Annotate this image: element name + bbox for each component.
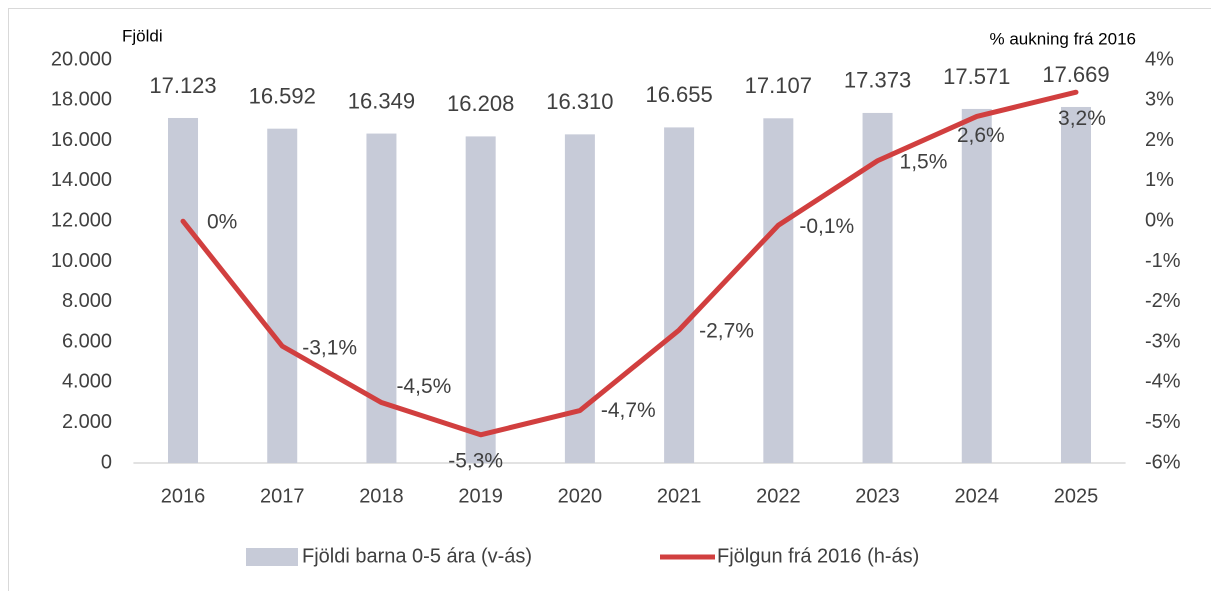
line-value-label: 1,5%	[900, 150, 948, 173]
line-value-label: 2,6%	[957, 124, 1005, 147]
bar-value-label: 17.571	[943, 64, 1010, 89]
y-tick-label: 18.000	[51, 89, 112, 111]
bar	[465, 136, 496, 463]
y-tick-label: 20.000	[51, 48, 112, 70]
bar-value-label: 17.123	[149, 73, 216, 98]
bar-value-label: 16.349	[348, 88, 415, 113]
x-tick-label: 2024	[955, 485, 1000, 507]
legend-swatch	[246, 548, 298, 566]
y2-tick-label: 0%	[1145, 209, 1174, 231]
bar-value-label: 17.107	[745, 73, 812, 98]
x-tick-label: 2022	[756, 485, 801, 507]
y2-tick-label: -2%	[1145, 290, 1181, 312]
line-value-label: 0%	[207, 211, 237, 234]
bar-value-label: 17.373	[844, 68, 911, 93]
x-tick-label: 2023	[855, 485, 900, 507]
y-tick-label: 0	[101, 451, 112, 473]
line-value-label: -3,1%	[302, 337, 357, 360]
line-value-label: -4,5%	[396, 375, 451, 398]
bar	[267, 128, 298, 463]
bar	[1060, 106, 1091, 463]
bar	[664, 127, 695, 464]
y2-tick-label: -1%	[1145, 250, 1181, 272]
y2-tick-label: -5%	[1145, 411, 1181, 433]
y-tick-label: 4.000	[62, 371, 112, 393]
y-tick-label: 16.000	[51, 129, 112, 151]
y2-tick-label: 2%	[1145, 129, 1174, 151]
x-tick-label: 2019	[458, 485, 503, 507]
x-tick-label: 2021	[657, 485, 702, 507]
line-value-label: -0,1%	[799, 215, 854, 238]
y2-tick-label: -4%	[1145, 371, 1181, 393]
y2-tick-label: 4%	[1145, 48, 1174, 70]
y-tick-label: 12.000	[51, 209, 112, 231]
bar	[168, 117, 199, 463]
legend-label: Fjölgun frá 2016 (h-ás)	[717, 545, 919, 567]
line-value-label: -5,3%	[448, 449, 503, 472]
y-tick-label: 10.000	[51, 250, 112, 272]
bar-value-label: 16.655	[645, 82, 712, 107]
bar	[961, 108, 992, 464]
y-tick-label: 6.000	[62, 330, 112, 352]
chart-frame	[8, 8, 1211, 591]
y2-tick-label: -6%	[1145, 451, 1181, 473]
x-tick-label: 2017	[260, 485, 305, 507]
legend-label: Fjöldi barna 0-5 ára (v-ás)	[302, 545, 532, 567]
y-tick-label: 8.000	[62, 290, 112, 312]
y2-tick-label: -3%	[1145, 330, 1181, 352]
line	[180, 89, 1079, 438]
bar-value-label: 16.310	[546, 89, 613, 114]
y2-axis-label: % aukning frá 2016	[990, 29, 1137, 48]
y-tick-label: 2.000	[62, 411, 112, 433]
x-tick-label: 2016	[161, 485, 206, 507]
bar	[366, 133, 397, 463]
y2-tick-label: 1%	[1145, 169, 1174, 191]
y-tick-label: 14.000	[51, 169, 112, 191]
line-value-label: -4,7%	[601, 399, 656, 422]
x-tick-label: 2018	[359, 485, 404, 507]
bar-value-label: 16.592	[249, 83, 316, 108]
bar	[763, 118, 794, 464]
x-tick-label: 2025	[1054, 485, 1099, 507]
x-tick-label: 2020	[558, 485, 603, 507]
bar-value-label: 17.669	[1042, 62, 1109, 87]
bar-value-label: 16.208	[447, 91, 514, 116]
line-value-label: -2,7%	[699, 320, 754, 343]
y2-tick-label: 3%	[1145, 89, 1174, 111]
y-axis-label: Fjöldi	[122, 26, 163, 45]
bar	[862, 112, 893, 463]
line-value-label: 3,2%	[1058, 107, 1106, 130]
